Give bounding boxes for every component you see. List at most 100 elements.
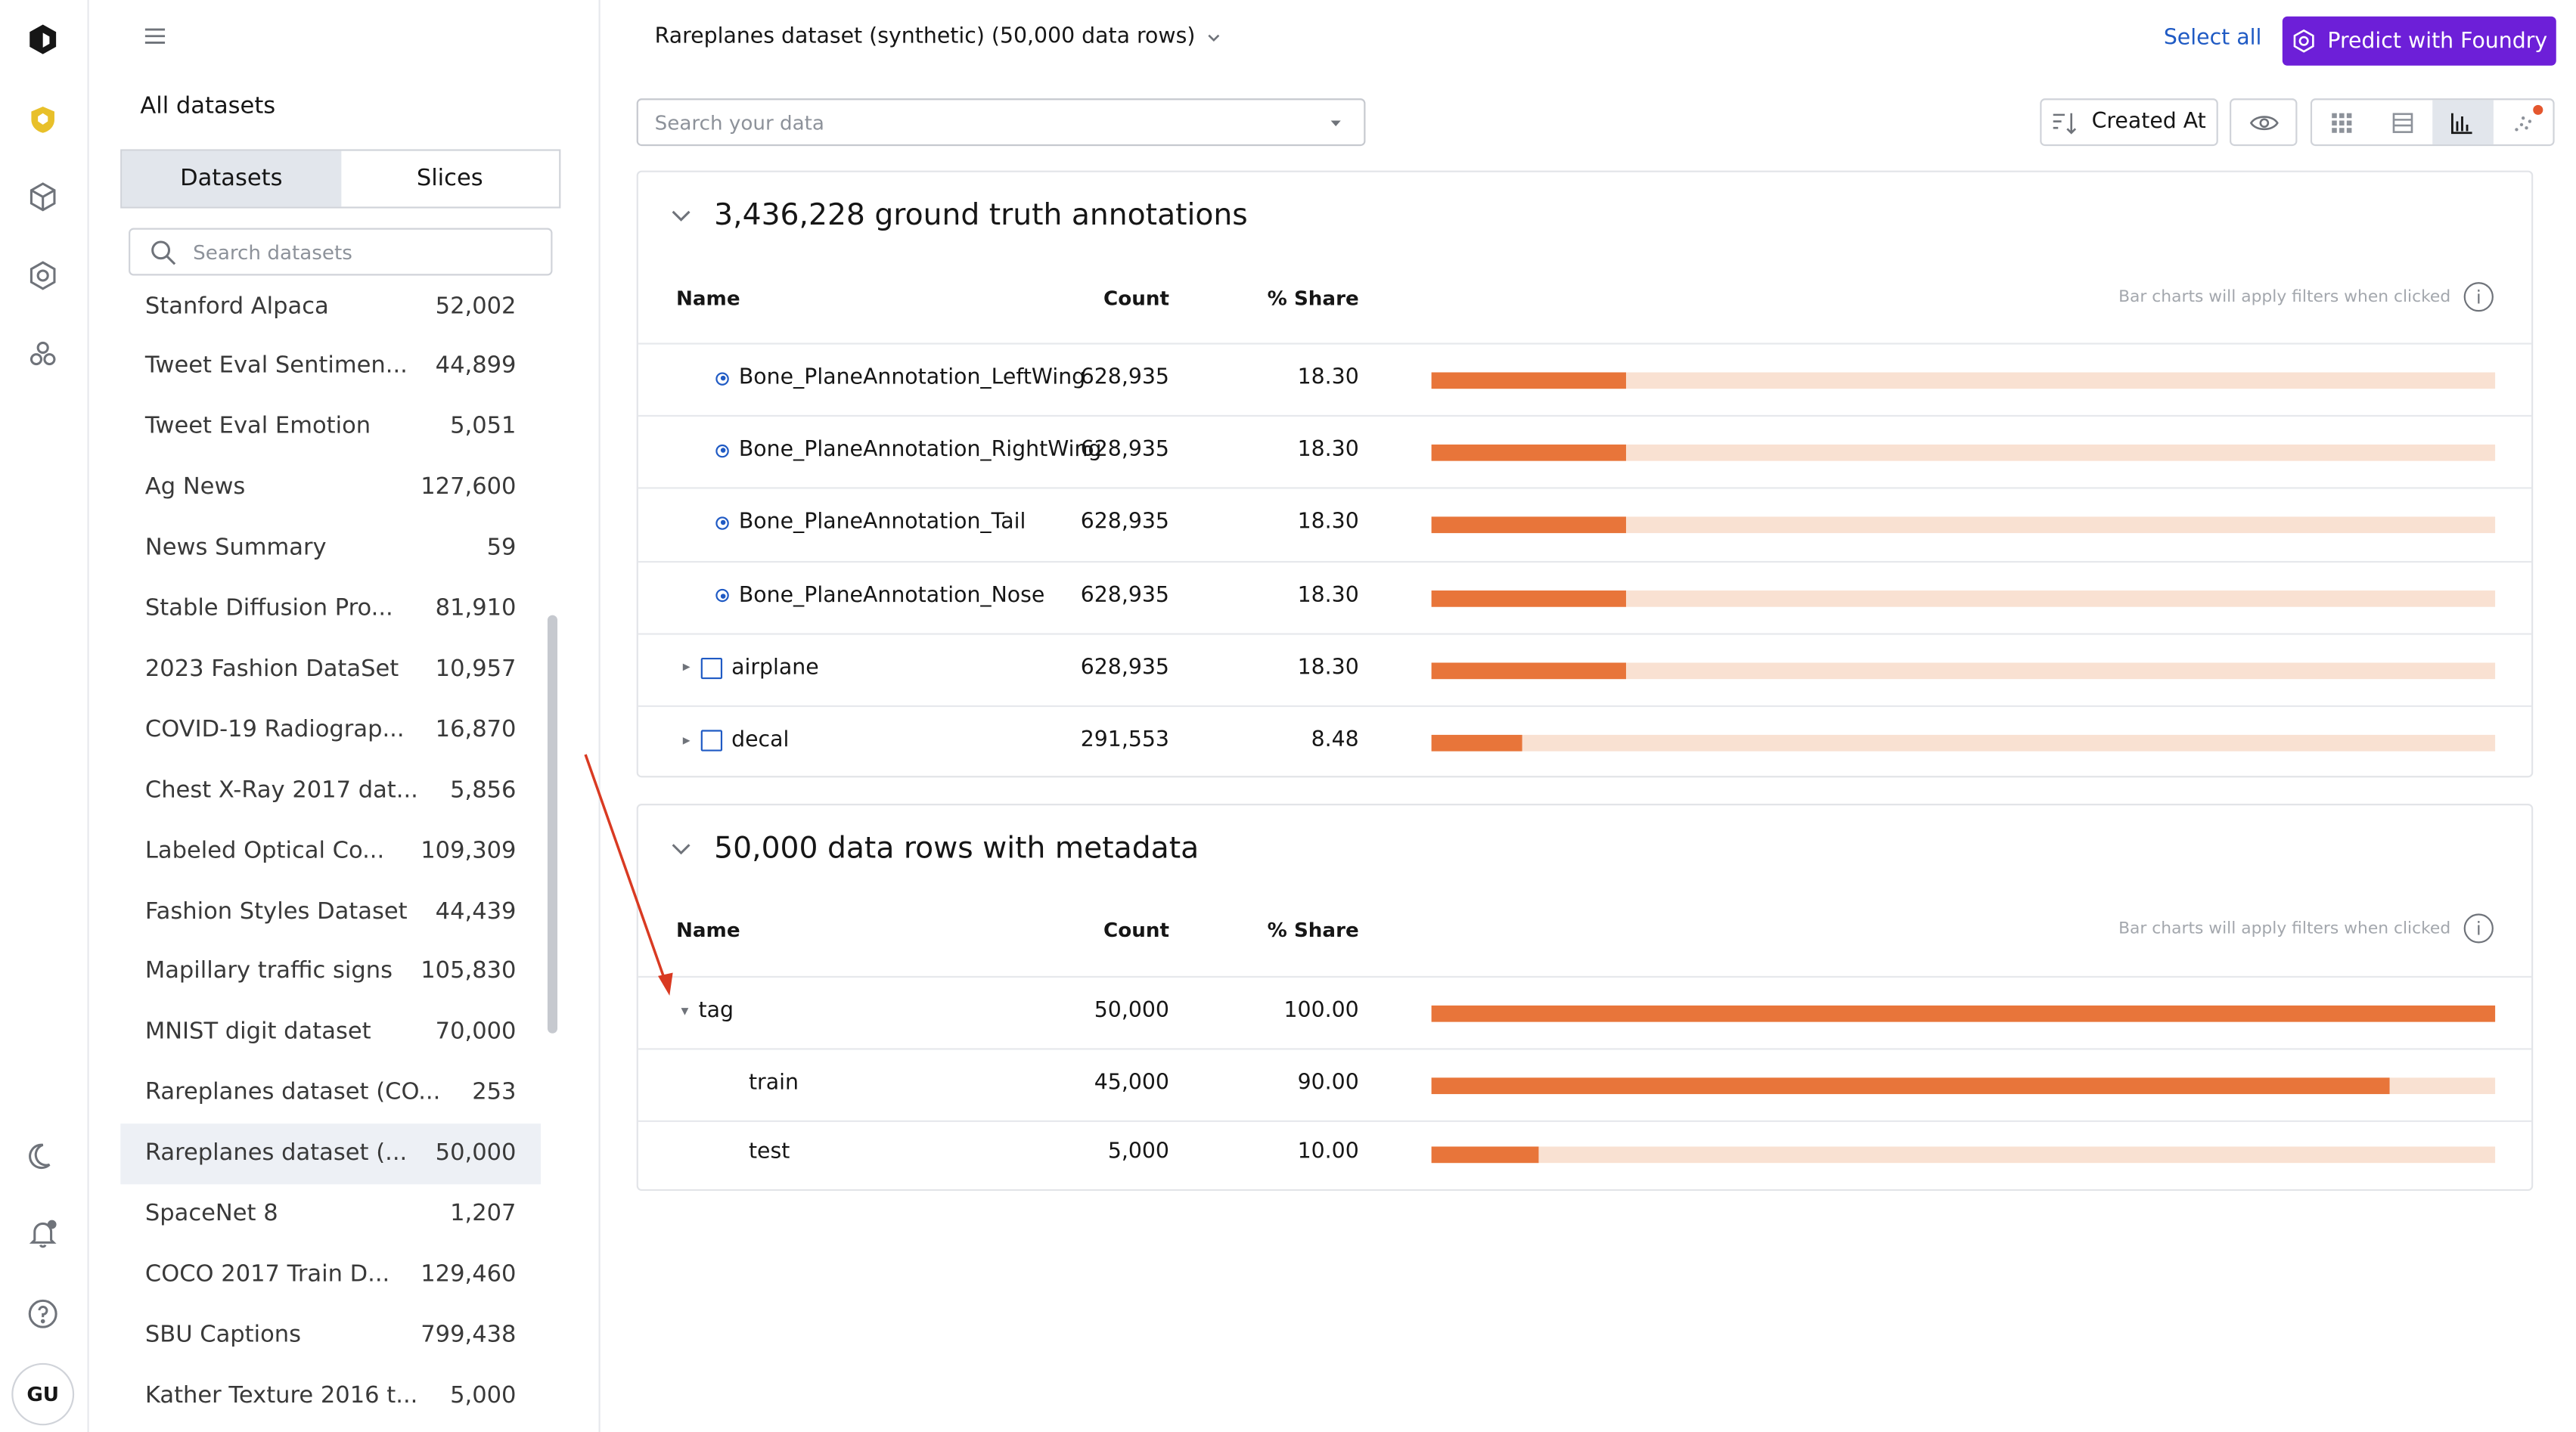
dataset-item[interactable]: SpaceNet 8 1,207 [120, 1183, 541, 1244]
dataset-item[interactable]: Rareplanes dataset (CO... 253 [120, 1062, 541, 1123]
grid-view-button[interactable] [2312, 100, 2373, 144]
sidebar-scrollbar[interactable] [547, 615, 558, 1034]
table-row[interactable]: Bone_PlaneAnnotation_Tail 628,935 18.30 [638, 488, 2532, 559]
dataset-item[interactable]: Mapillary traffic signs 105,830 [120, 941, 541, 1002]
tab-datasets[interactable]: Datasets [122, 150, 341, 207]
dataset-item[interactable]: Stanford Alpaca 52,002 [120, 275, 541, 336]
checkbox[interactable] [700, 657, 722, 679]
dataset-name: Fashion Styles Dataset [144, 897, 408, 925]
list-view-button[interactable] [2373, 100, 2433, 144]
dataset-count: 105,830 [421, 958, 517, 985]
dataset-title-dropdown[interactable]: Rareplanes dataset (synthetic) (50,000 d… [654, 24, 1222, 50]
sort-label: Created At [2091, 110, 2206, 135]
dataset-item[interactable]: Tweet Eval Sentimen... 44,899 [120, 336, 541, 397]
table-row[interactable]: Bone_PlaneAnnotation_Nose 628,935 18.30 [638, 560, 2532, 632]
dataset-item[interactable]: Ag News 127,600 [120, 457, 541, 518]
notification-dot [2533, 104, 2543, 115]
dataset-search-input[interactable] [189, 238, 526, 265]
dataset-name: Stable Diffusion Pro... [144, 595, 393, 622]
share-bar[interactable] [1431, 590, 2496, 606]
data-search[interactable]: Search your data [636, 98, 1366, 147]
row-share: 18.30 [1297, 583, 1359, 609]
dataset-item[interactable]: COCO 2017 Train D... 129,460 [120, 1244, 541, 1304]
predict-with-foundry-button[interactable]: Predict with Foundry [2282, 16, 2556, 66]
bell-icon[interactable] [20, 1210, 66, 1257]
tab-slices[interactable]: Slices [416, 166, 483, 192]
share-bar[interactable] [1431, 445, 2496, 462]
model-icon[interactable] [20, 253, 66, 299]
table-row[interactable]: train 45,000 90.00 [638, 1048, 2532, 1120]
table-row[interactable]: ▸ decal 291,553 8.48 [638, 705, 2532, 777]
info-icon[interactable]: i [2463, 913, 2494, 944]
row-label: test [748, 1140, 790, 1166]
avatar[interactable]: GU [11, 1362, 75, 1426]
dataset-item[interactable]: Labeled Optical Co... 109,309 [120, 820, 541, 881]
dataset-name: MNIST digit dataset [144, 1018, 371, 1046]
radio-icon[interactable] [715, 444, 729, 457]
expand-caret-icon[interactable]: ▸ [682, 659, 691, 677]
dataset-item[interactable]: Tweet Eval Emotion 5,051 [120, 397, 541, 457]
sort-button[interactable]: Created At [2040, 98, 2218, 147]
annotations-card: 3,436,228 ground truth annotations Name … [636, 170, 2534, 778]
dataset-item[interactable]: SBU Captions 799,438 [120, 1304, 541, 1365]
dataset-count: 52,002 [435, 293, 517, 319]
share-bar[interactable] [1431, 372, 2496, 389]
checkbox[interactable] [700, 730, 722, 752]
share-bar[interactable] [1431, 734, 2496, 752]
share-bar[interactable] [1431, 662, 2496, 679]
help-icon[interactable] [20, 1291, 66, 1337]
dataset-item[interactable]: Stable Diffusion Pro... 81,910 [120, 578, 541, 639]
chart-view-button[interactable] [2432, 100, 2493, 144]
share-bar-fill [1431, 372, 1627, 389]
share-bar[interactable] [1431, 1005, 2496, 1022]
dataset-item[interactable]: Fashion Styles Dataset 44,439 [120, 881, 541, 941]
dataset-item[interactable]: COVID-19 Radiograp... 16,870 [120, 699, 541, 760]
share-bar[interactable] [1431, 517, 2496, 534]
dataset-title: Rareplanes dataset (synthetic) (50,000 d… [654, 24, 1196, 50]
dataset-name: Mapillary traffic signs [144, 958, 393, 985]
logo-icon[interactable] [20, 17, 66, 63]
dataset-item[interactable]: MNIST digit dataset 70,000 [120, 1002, 541, 1062]
row-name: ▸ decal [683, 728, 790, 753]
select-all-link[interactable]: Select all [2163, 26, 2262, 51]
dataset-item[interactable]: Chest X-Ray 2017 dat... 5,856 [120, 760, 541, 820]
metadata-header[interactable]: 50,000 data rows with metadata [671, 832, 1199, 866]
table-row[interactable]: Bone_PlaneAnnotation_LeftWing 628,935 18.3… [638, 343, 2532, 414]
table-row[interactable]: ▾ tag 50,000 100.00 [638, 975, 2532, 1048]
radio-icon[interactable] [715, 516, 729, 530]
catalog-icon[interactable] [20, 174, 66, 220]
hint-text: Bar charts will apply filters when click… [2118, 287, 2451, 306]
annotations-header[interactable]: 3,436,228 ground truth annotations [671, 199, 1248, 233]
dataset-item[interactable]: Rareplanes dataset (... 50,000 [120, 1123, 542, 1184]
radio-icon[interactable] [715, 589, 729, 603]
menu-icon[interactable] [142, 23, 169, 49]
row-name: Bone_PlaneAnnotation_Nose [715, 583, 1044, 608]
dataset-item[interactable]: Kather Texture 2016 t... 5,000 [120, 1365, 541, 1425]
dataset-sidebar: All datasets Datasets Slices Stanford Al… [88, 0, 601, 1432]
radio-icon[interactable] [715, 371, 729, 385]
dataset-name: COVID-19 Radiograp... [144, 716, 405, 743]
share-bar[interactable] [1431, 1147, 2496, 1164]
visibility-button[interactable] [2230, 98, 2298, 147]
info-icon[interactable]: i [2463, 282, 2494, 312]
dataset-item[interactable]: 2023 Fashion DataSet 10,957 [120, 639, 541, 699]
row-label: Bone_PlaneAnnotation_Nose [738, 583, 1045, 609]
row-share: 8.48 [1311, 728, 1359, 753]
table-row[interactable]: ▸ airplane 628,935 18.30 [638, 632, 2532, 705]
share-bar[interactable] [1431, 1077, 2496, 1095]
dataset-count: 50,000 [435, 1140, 517, 1167]
dataset-item[interactable]: News Summary 59 [120, 518, 541, 578]
scatter-view-button[interactable] [2493, 100, 2553, 144]
table-row[interactable]: Bone_PlaneAnnotation_RightWing 628,935 18.… [638, 415, 2532, 487]
table-row[interactable]: test 5,000 10.00 [638, 1120, 2532, 1190]
view-toggle-group [2310, 98, 2555, 147]
dataset-name: SpaceNet 8 [144, 1201, 278, 1227]
nodes-icon[interactable] [20, 331, 66, 377]
shield-icon[interactable] [20, 97, 66, 143]
collapse-caret-icon[interactable]: ▾ [681, 1003, 689, 1020]
expand-caret-icon[interactable]: ▸ [682, 732, 691, 749]
share-bar-fill [1431, 590, 1627, 606]
row-count: 45,000 [1094, 1071, 1169, 1096]
all-datasets-heading: All datasets [140, 93, 276, 120]
moon-icon[interactable] [20, 1133, 66, 1179]
